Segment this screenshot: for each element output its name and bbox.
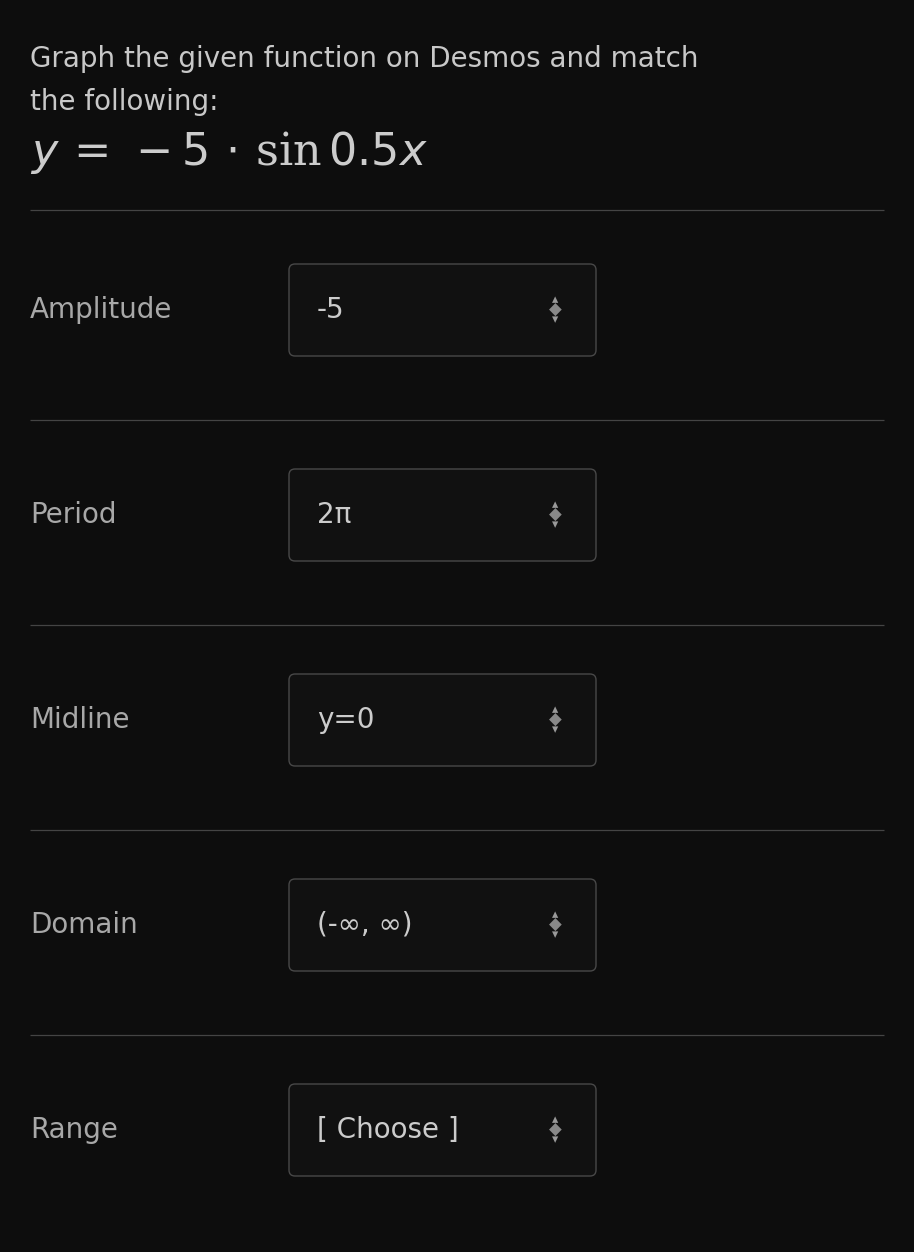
Text: -5: -5: [317, 295, 345, 324]
Text: ▾: ▾: [552, 313, 558, 327]
Text: ▴: ▴: [552, 293, 558, 307]
Text: y=0: y=0: [317, 706, 375, 734]
Text: ▾: ▾: [552, 1133, 558, 1147]
Text: $\it{y}$$\,=\,-5\,\cdot\,$$\mathregular{sin}\,0.5\it{x}$: $\it{y}$$\,=\,-5\,\cdot\,$$\mathregular{…: [30, 129, 428, 175]
Text: Domain: Domain: [30, 911, 138, 939]
FancyBboxPatch shape: [289, 264, 596, 356]
Text: Midline: Midline: [30, 706, 130, 734]
FancyBboxPatch shape: [289, 1084, 596, 1176]
Text: ▴: ▴: [552, 704, 558, 716]
Text: ◆: ◆: [548, 300, 561, 319]
Text: (-∞, ∞): (-∞, ∞): [317, 911, 412, 939]
Text: [ Choose ]: [ Choose ]: [317, 1116, 459, 1144]
Text: ◆: ◆: [548, 1121, 561, 1139]
Text: ▴: ▴: [552, 1113, 558, 1127]
Text: ▴: ▴: [552, 909, 558, 921]
Text: ▾: ▾: [552, 518, 558, 532]
Text: ▾: ▾: [552, 724, 558, 736]
Text: Range: Range: [30, 1116, 118, 1144]
Text: ◆: ◆: [548, 916, 561, 934]
FancyBboxPatch shape: [289, 470, 596, 561]
Text: Amplitude: Amplitude: [30, 295, 173, 324]
Text: Graph the given function on Desmos and match: Graph the given function on Desmos and m…: [30, 45, 698, 73]
Text: ▾: ▾: [552, 929, 558, 942]
Text: the following:: the following:: [30, 88, 218, 116]
FancyBboxPatch shape: [289, 879, 596, 972]
Text: ◆: ◆: [548, 711, 561, 729]
Text: ▴: ▴: [552, 498, 558, 512]
Text: 2π: 2π: [317, 501, 351, 530]
Text: ◆: ◆: [548, 506, 561, 525]
Text: Period: Period: [30, 501, 116, 530]
FancyBboxPatch shape: [289, 674, 596, 766]
